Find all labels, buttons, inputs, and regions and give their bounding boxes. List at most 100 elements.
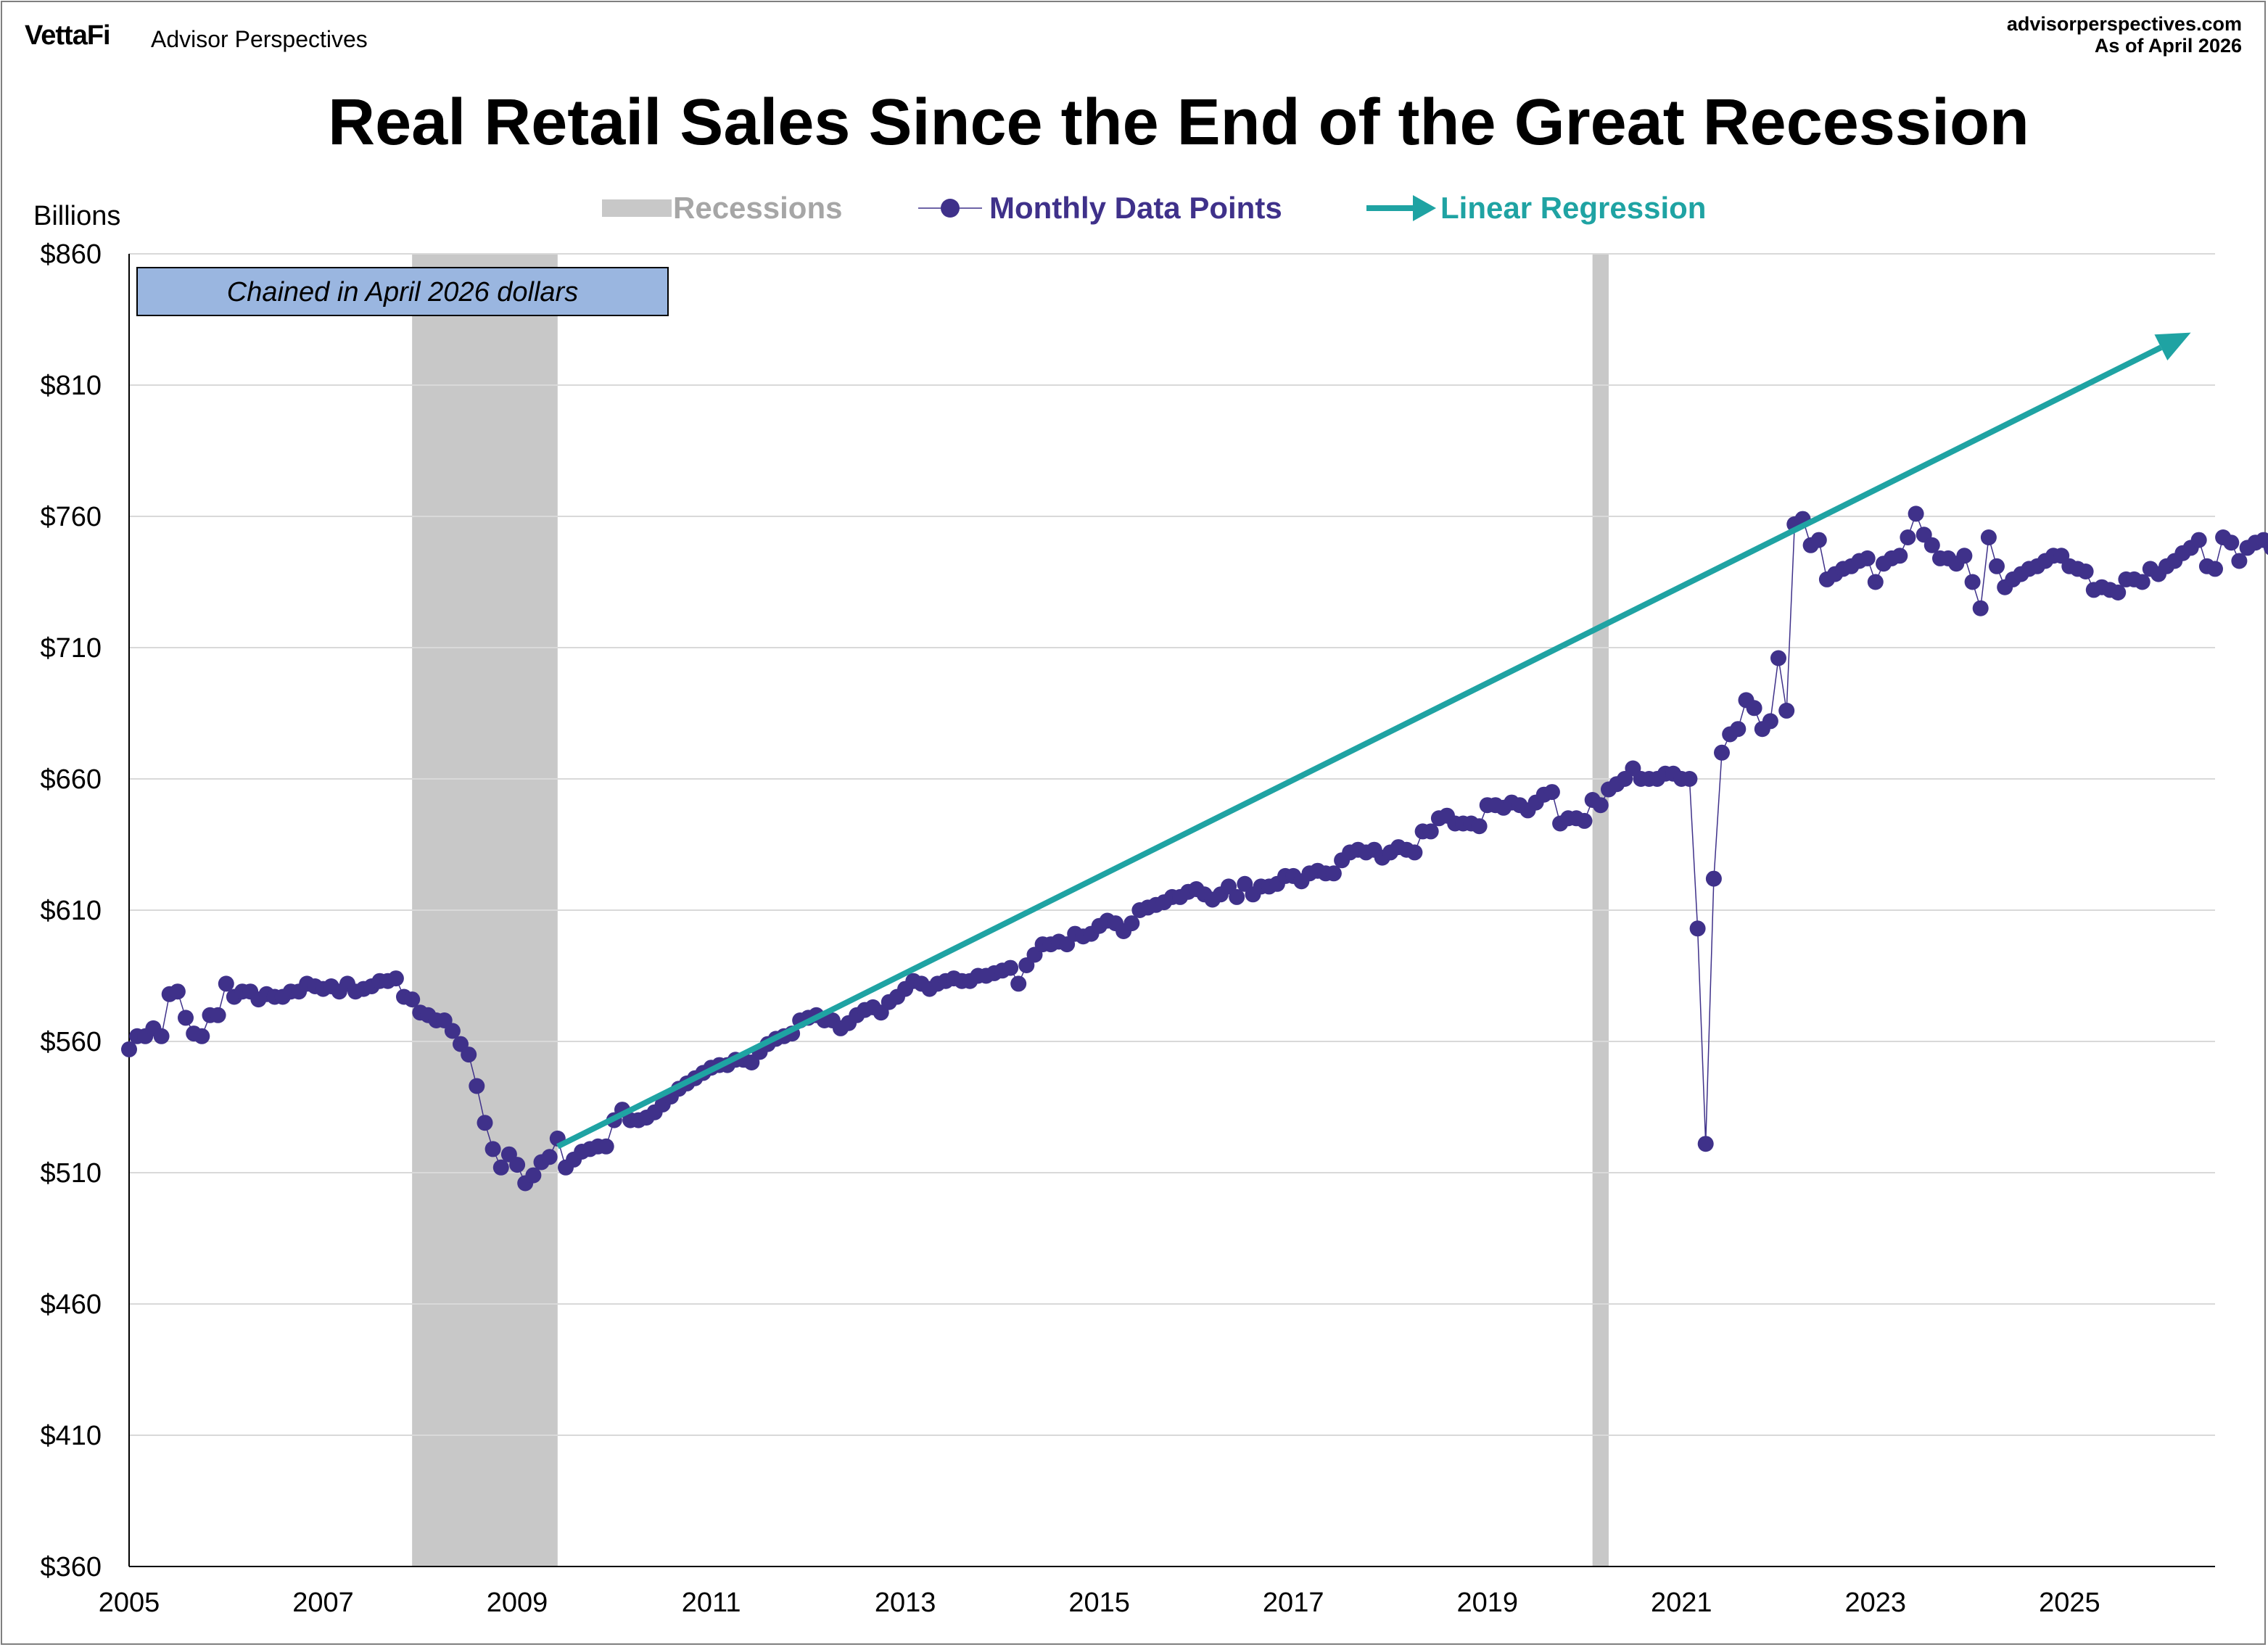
x-tick-label: 2011: [682, 1588, 741, 1618]
data-point: [2223, 534, 2240, 551]
y-tick-label: $810: [40, 371, 102, 401]
y-tick-label: $460: [40, 1289, 102, 1320]
x-tick-label: 2025: [2039, 1588, 2100, 1618]
data-point: [1714, 744, 1730, 761]
x-tick-label: 2013: [875, 1588, 936, 1618]
data-point: [1989, 558, 2005, 574]
data-point: [1964, 574, 1981, 590]
data-point: [178, 1010, 194, 1026]
site-url: advisorperspectives.com: [2006, 13, 2242, 35]
data-point: [121, 1041, 137, 1057]
legend-regression-label: Linear Regression: [1440, 191, 1706, 225]
chart-title: Real Retail Sales Since the End of the G…: [328, 86, 2029, 159]
data-point: [387, 970, 404, 987]
data-point: [210, 1007, 226, 1023]
data-point: [1471, 818, 1488, 835]
data-point: [404, 991, 421, 1008]
y-tick-label: $760: [40, 502, 102, 532]
data-point: [598, 1138, 614, 1155]
data-point: [2231, 553, 2248, 569]
data-point: [1980, 529, 1997, 545]
data-point: [1770, 650, 1786, 666]
data-point: [1923, 537, 1940, 553]
data-point: [1229, 888, 1245, 905]
x-tick-label: 2019: [1456, 1588, 1518, 1618]
data-point: [1867, 574, 1884, 590]
y-tick-label: $860: [40, 239, 102, 270]
legend-series-marker: [941, 199, 960, 218]
annotation-text: Chained in April 2026 dollars: [227, 277, 578, 307]
brand-subtitle: Advisor Perspectives: [151, 26, 368, 52]
y-tick-label: $610: [40, 896, 102, 926]
data-point: [2264, 540, 2268, 556]
as-of-date: As of April 2026: [2094, 35, 2242, 57]
legend-recessions-label: Recessions: [673, 191, 842, 225]
data-point: [2134, 574, 2151, 590]
data-point: [509, 1157, 526, 1173]
data-point: [1956, 548, 1973, 564]
y-tick-label: $710: [40, 633, 102, 664]
legend-recession-swatch: [602, 199, 672, 217]
data-point: [1010, 975, 1027, 992]
data-point: [1778, 702, 1795, 719]
data-point: [1705, 870, 1722, 887]
data-point: [2110, 585, 2127, 600]
y-tick-label: $660: [40, 764, 102, 795]
data-point: [541, 1149, 558, 1165]
data-point: [1689, 920, 1706, 937]
data-point: [1810, 532, 1827, 548]
data-point: [1972, 600, 1989, 616]
data-point: [1681, 771, 1698, 787]
data-point: [1576, 812, 1593, 829]
data-point: [1730, 721, 1747, 738]
data-point: [477, 1115, 493, 1131]
data-point: [469, 1078, 485, 1094]
x-tick-label: 2007: [292, 1588, 354, 1618]
data-point: [2207, 561, 2223, 577]
data-point: [169, 983, 186, 1000]
data-point: [153, 1028, 170, 1044]
data-point: [1422, 823, 1439, 840]
data-point: [1592, 797, 1609, 814]
y-tick-label: $560: [40, 1027, 102, 1057]
x-tick-label: 2005: [99, 1588, 160, 1618]
x-tick-label: 2021: [1651, 1588, 1712, 1618]
data-point: [1859, 550, 1876, 566]
regression-arrowhead: [2154, 332, 2191, 361]
legend-regression-arrow: [1413, 195, 1436, 221]
x-tick-label: 2009: [487, 1588, 548, 1618]
data-point: [1908, 505, 1924, 522]
data-point: [461, 1047, 477, 1063]
data-point: [1900, 529, 1916, 545]
data-point: [218, 975, 234, 992]
data-point: [1762, 713, 1778, 730]
source-info: advisorperspectives.com As of April 2026: [2007, 13, 2242, 57]
y-tick-label: $410: [40, 1421, 102, 1451]
x-tick-label: 2017: [1263, 1588, 1324, 1618]
data-point: [444, 1023, 461, 1039]
y-tick-label: $360: [40, 1552, 102, 1582]
legend-series-label: Monthly Data Points: [989, 191, 1282, 225]
data-point: [1123, 915, 1140, 932]
x-tick-label: 2023: [1845, 1588, 1907, 1618]
data-point: [2077, 564, 2094, 579]
data-point: [1325, 865, 1342, 882]
data-point: [525, 1167, 542, 1184]
regression-line: [556, 344, 2163, 1149]
data-point: [194, 1028, 210, 1044]
data-point: [1543, 784, 1560, 801]
data-point: [1002, 959, 1019, 976]
annotation-box: [136, 267, 669, 316]
brand-logo: VettaFi: [25, 20, 111, 51]
x-tick-label: 2015: [1068, 1588, 1130, 1618]
data-point: [1697, 1136, 1714, 1152]
data-point: [1406, 844, 1423, 861]
data-point: [492, 1159, 509, 1176]
data-point: [2190, 532, 2207, 548]
data-point: [1746, 700, 1762, 717]
data-point: [484, 1141, 501, 1157]
y-axis-label: Billions: [33, 201, 120, 231]
y-tick-label: $510: [40, 1158, 102, 1189]
